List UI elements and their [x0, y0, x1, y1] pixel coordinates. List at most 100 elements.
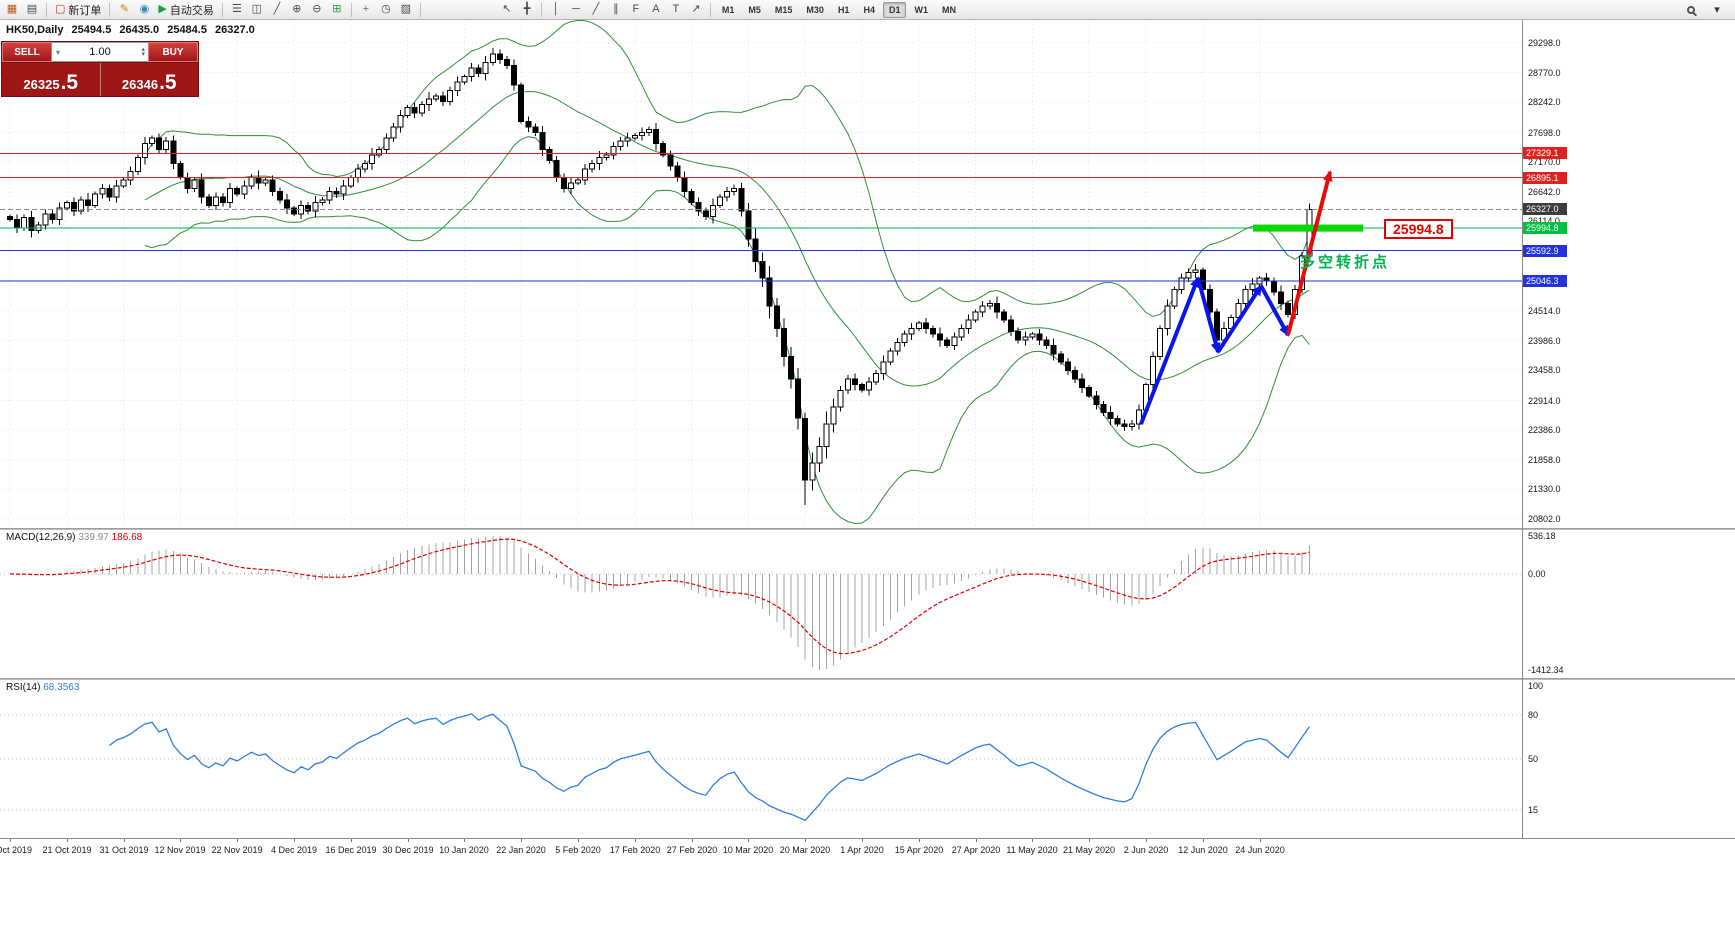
time-axis-label: 31 Oct 2019: [99, 845, 149, 855]
rsi-name: RSI(14): [6, 682, 41, 693]
time-axis-tick: [124, 839, 125, 842]
price-axis-label: 22386.0: [1528, 425, 1561, 435]
time-axis-tick: [67, 839, 68, 842]
volume-down-icon[interactable]: ▾: [141, 51, 145, 58]
sell-button[interactable]: SELL: [2, 42, 52, 62]
profiles-icon[interactable]: ▤: [26, 3, 38, 15]
macd-panel[interactable]: [0, 530, 1522, 678]
vertical-line-icon[interactable]: │: [552, 3, 560, 15]
metaeditor-icon[interactable]: ✎: [119, 3, 130, 15]
crosshair-icon[interactable]: ╋: [523, 3, 531, 15]
buy-button[interactable]: BUY: [148, 42, 198, 62]
toolbar-overflow-chevron-icon[interactable]: ▾: [1714, 4, 1720, 16]
macd-value: 339.97: [78, 532, 109, 543]
line-chart-icon[interactable]: ╱: [273, 3, 281, 15]
horizontal-line-icon[interactable]: ─: [571, 3, 580, 15]
turning-point-annotation: 多空转折点: [1300, 254, 1391, 271]
main-price-chart[interactable]: [0, 20, 1522, 528]
zoom-in-icon[interactable]: ⊕: [292, 3, 302, 15]
fibonacci-icon[interactable]: F: [632, 3, 640, 15]
rsi-panel[interactable]: [0, 680, 1522, 838]
time-axis-tick: [635, 839, 636, 842]
price-level-callout: 25994.8: [1384, 219, 1453, 239]
sell-price[interactable]: 26325.5: [23, 71, 79, 94]
time-axis-tick: [1032, 839, 1033, 842]
time-axis-tick: [10, 839, 11, 842]
time-axis-tick: [180, 839, 181, 842]
timeframe-d1-button[interactable]: D1: [882, 1, 907, 18]
price-axis-badge: 27329.1: [1523, 147, 1567, 159]
candlestick-icon[interactable]: ◫: [251, 3, 263, 15]
time-axis-label: 12 Jun 2020: [1178, 845, 1228, 855]
toolbar-separator: [709, 2, 711, 17]
quote-panel-controls: SELL ▾ 1.00 ▴ ▾ BUY: [2, 42, 198, 62]
time-axis-label: 12 Nov 2019: [154, 845, 206, 855]
time-axis[interactable]: 9 Oct 2019 21 Oct 2019 31 Oct 2019 12 Nov 2…: [0, 838, 1735, 862]
time-axis-label: 10 Jan 2020: [439, 845, 489, 855]
rsi-axis-label: 80: [1528, 710, 1539, 720]
time-axis-label: 22 Nov 2019: [211, 845, 263, 855]
price-axis-label: 23986.0: [1528, 336, 1561, 346]
chart-info-line: HK50,Daily 25494.5 26435.0 25484.5 26327…: [6, 24, 260, 36]
time-axis-tick: [351, 839, 352, 842]
timeframe-m1-button[interactable]: M1: [721, 4, 735, 15]
channel-icon[interactable]: ∥: [613, 3, 619, 15]
time-axis-label: 5 Feb 2020: [555, 845, 601, 855]
timeframe-m5-button[interactable]: M5: [748, 4, 761, 15]
text-icon[interactable]: A: [652, 3, 660, 15]
rsi-indicator-label: RSI(14) 68.3563: [6, 682, 79, 693]
label-icon[interactable]: T: [672, 3, 680, 15]
time-axis-label: 10 Mar 2020: [722, 845, 774, 855]
cursor-icon[interactable]: ↖: [502, 3, 512, 15]
indicators-icon[interactable]: +: [362, 3, 370, 15]
toolbar-separator: [221, 2, 223, 17]
new-order-button[interactable]: ▢ 新订单: [55, 3, 102, 17]
tile-windows-icon[interactable]: ⊞: [332, 3, 342, 15]
timeframe-mn-button[interactable]: MN: [941, 4, 956, 15]
time-axis-tick: [862, 839, 863, 842]
autotrading-button[interactable]: ▶ 自动交易: [158, 3, 214, 17]
volume-up-icon[interactable]: ▴: [141, 46, 145, 53]
time-axis-tick: [1260, 839, 1261, 842]
zoom-out-icon[interactable]: ⊖: [312, 3, 322, 15]
time-axis-label: 27 Apr 2020: [951, 845, 1001, 855]
timeframe-h1-button[interactable]: H1: [837, 4, 850, 15]
price-axis-badge: 26327.0: [1523, 203, 1567, 215]
close-value: 26327.0: [215, 24, 255, 36]
timeframe-m15-button[interactable]: M15: [774, 4, 793, 15]
timeframe-w1-button[interactable]: W1: [914, 4, 928, 15]
price-axis-label: 26114.0: [1528, 216, 1560, 226]
volume-dropdown-icon[interactable]: ▾: [56, 47, 61, 57]
panel-separator[interactable]: [0, 528, 1735, 530]
volume-spinner[interactable]: ▴ ▾: [141, 46, 145, 58]
buy-price[interactable]: 26346.5: [121, 71, 177, 94]
timeframe-h4-button[interactable]: H4: [863, 4, 875, 15]
time-axis-label: 4 Dec 2019: [270, 845, 318, 855]
toolbar-separator: [109, 2, 111, 17]
periods-icon[interactable]: ◷: [381, 3, 391, 15]
toolbar-separator: [46, 2, 47, 17]
price-axis-badge: 25994.8: [1523, 222, 1567, 234]
macd-signal-value: 186.68: [111, 532, 143, 543]
price-axis-label: 23458.0: [1528, 365, 1561, 375]
search-icon[interactable]: [1682, 1, 1700, 18]
arrows-icon[interactable]: ↗: [691, 3, 701, 15]
templates-icon[interactable]: ▧: [400, 3, 412, 15]
time-axis-label: 1 Apr 2020: [840, 845, 884, 855]
toolbar-separator: [540, 2, 542, 17]
time-axis-label: 21 Oct 2019: [42, 845, 92, 855]
bar-chart-icon[interactable]: ☰: [231, 3, 242, 15]
volume-input[interactable]: ▾ 1.00 ▴ ▾: [52, 42, 148, 62]
time-axis-tick: [919, 839, 920, 842]
toolbar-separator: [350, 2, 352, 17]
quote-panel-prices: 26325.5 26346.5: [2, 62, 198, 96]
price-axis: 29298.0 28770.0 28242.0 27698.0 27170.0 26642…: [1523, 0, 1735, 948]
timeframe-m30-button[interactable]: M30: [806, 4, 824, 15]
panel-separator[interactable]: [0, 678, 1735, 680]
time-axis-label: 15 Apr 2020: [894, 845, 944, 855]
new-chart-icon[interactable]: ▦: [6, 3, 18, 15]
community-icon[interactable]: ◉: [139, 3, 150, 15]
toolbar-right: ▾: [1682, 1, 1732, 18]
trendline-icon[interactable]: ╱: [592, 3, 600, 15]
time-axis-label: 22 Jan 2020: [496, 845, 546, 855]
